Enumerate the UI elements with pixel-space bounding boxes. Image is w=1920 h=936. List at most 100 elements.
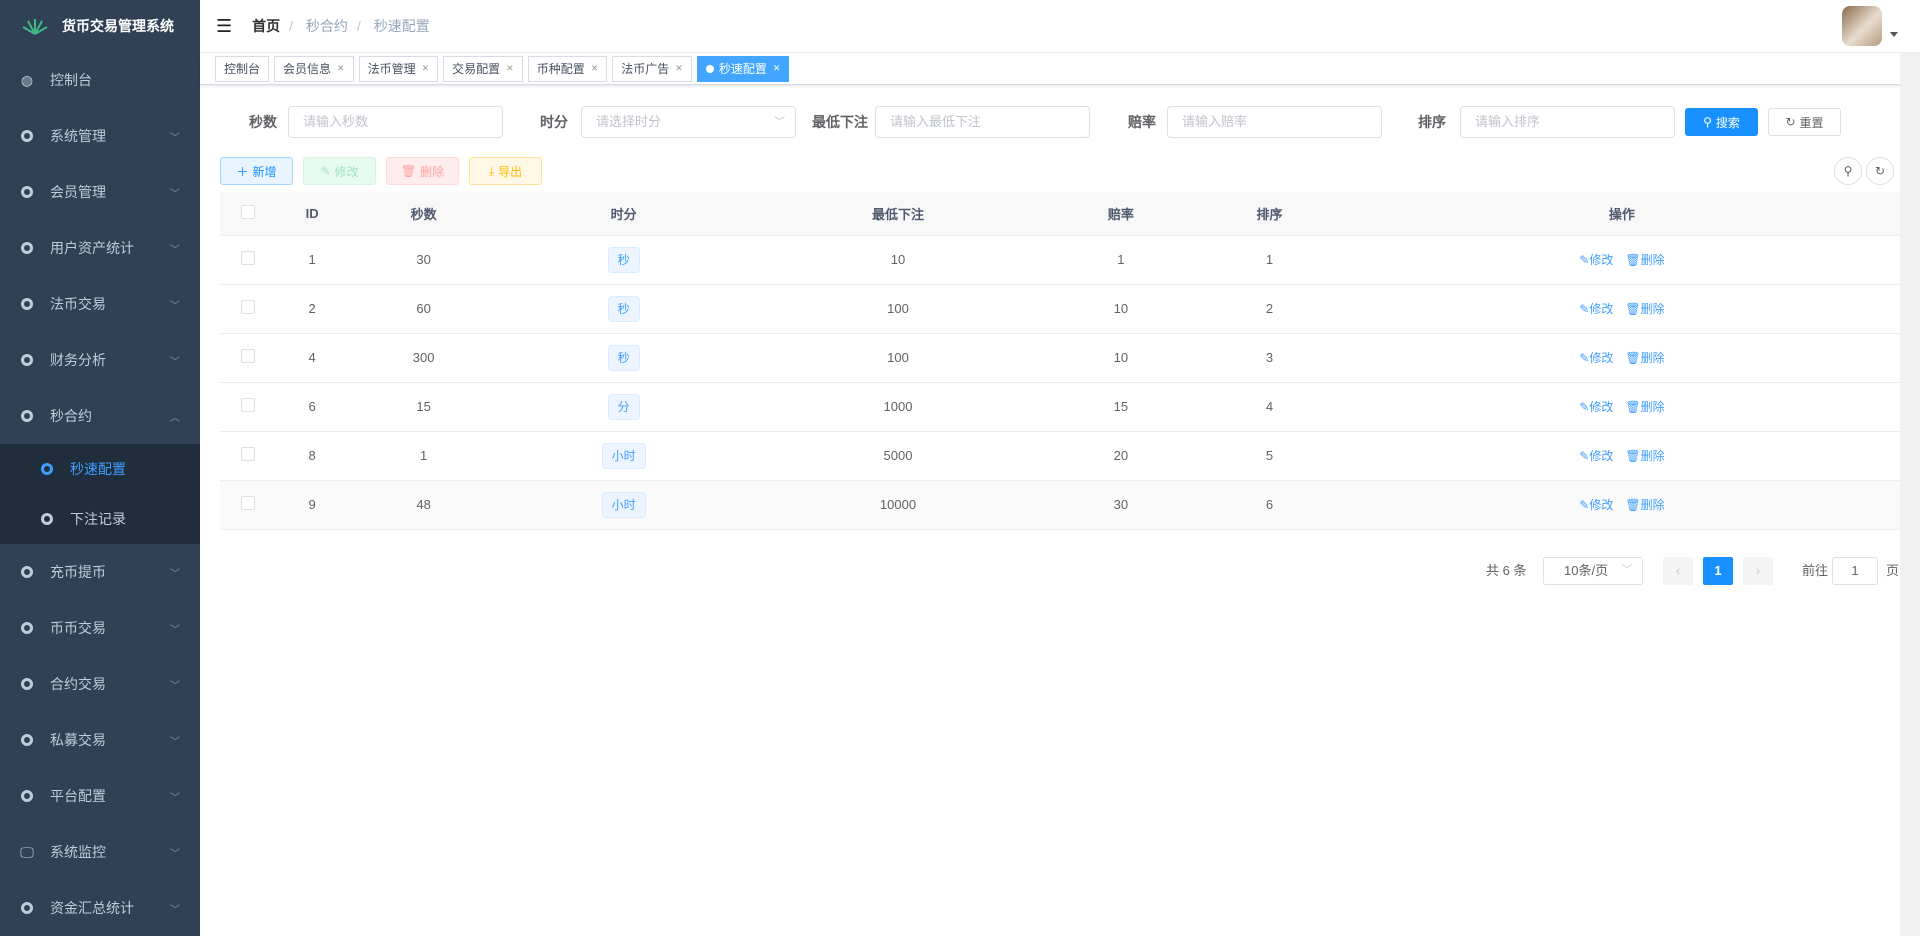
- sidebar-item[interactable]: 财务分析 ﹀: [0, 332, 200, 388]
- caret-down-icon[interactable]: [1890, 32, 1898, 37]
- select-all-checkbox[interactable]: [240, 204, 255, 219]
- sidebar-item[interactable]: 币币交易 ﹀: [0, 600, 200, 656]
- sidebar-item[interactable]: 私募交易 ﹀: [0, 712, 200, 768]
- unit-tag: 分: [607, 393, 640, 420]
- close-icon[interactable]: ✕: [590, 63, 599, 73]
- row-delete-label: 删除: [1640, 400, 1665, 414]
- row-edit-button[interactable]: ✎修改: [1579, 400, 1613, 414]
- tag-item[interactable]: 币种配置 ✕: [527, 55, 608, 82]
- scrollbar[interactable]: [1900, 53, 1920, 936]
- tag-item[interactable]: 秒速配置 ✕: [696, 55, 790, 82]
- sidebar-item[interactable]: 充币提币 ﹀: [0, 544, 200, 600]
- sidebar-item[interactable]: 秒合约 ︿: [0, 388, 200, 444]
- sidebar-item[interactable]: 系统管理 ﹀: [0, 108, 200, 164]
- breadcrumb-item: 秒合约: [305, 18, 348, 34]
- sidebar-item[interactable]: 法币交易 ﹀: [0, 276, 200, 332]
- row-checkbox[interactable]: [240, 496, 255, 510]
- tag-label: 秒速配置: [718, 62, 767, 76]
- sidebar-item[interactable]: 用户资产统计 ﹀: [0, 220, 200, 276]
- edit-button[interactable]: ✎ 修改: [303, 157, 376, 185]
- row-checkbox[interactable]: [240, 447, 255, 461]
- cell-min-bet: 100: [749, 333, 1047, 383]
- refresh-button[interactable]: ↻: [1866, 157, 1894, 185]
- row-delete-button[interactable]: 🗑删除: [1625, 449, 1664, 463]
- row-checkbox[interactable]: [240, 398, 255, 412]
- export-button[interactable]: ⤓ 导出: [469, 157, 542, 185]
- data-table: ID 秒数 时分 最低下注 赔率 排序 操作 1 30 秒 10 1 1 ✎修改…: [220, 192, 1900, 530]
- table-row: 4 300 秒 100 10 3 ✎修改 🗑删除: [220, 333, 1900, 383]
- row-edit-button[interactable]: ✎修改: [1579, 302, 1613, 316]
- sidebar-item[interactable]: 合约交易 ﹀: [0, 656, 200, 712]
- add-button[interactable]: ＋新增: [220, 157, 293, 185]
- min-bet-input[interactable]: 请输入最低下注: [875, 106, 1090, 138]
- sidebar-item[interactable]: 资金汇总统计 ﹀: [0, 880, 200, 936]
- seconds-label: 秒数: [249, 114, 277, 130]
- monitor-icon: 🖵: [20, 843, 34, 860]
- col-seconds: 秒数: [349, 192, 498, 236]
- reset-button[interactable]: ↻ 重置: [1768, 108, 1841, 136]
- row-delete-button[interactable]: 🗑删除: [1625, 302, 1664, 316]
- tag-item[interactable]: 会员信息 ✕: [274, 55, 354, 82]
- breadcrumb-home[interactable]: 首页: [252, 18, 281, 34]
- row-checkbox[interactable]: [240, 349, 255, 363]
- sort-label: 排序: [1418, 114, 1446, 130]
- unit-select[interactable]: 请选择时分 ﹀: [581, 106, 796, 138]
- goto-label: 前往: [1802, 563, 1829, 578]
- page-size-value: 10条/页: [1564, 563, 1609, 578]
- row-edit-button[interactable]: ✎修改: [1579, 449, 1613, 463]
- gear-icon: [20, 353, 34, 367]
- sidebar-subitem[interactable]: 秒速配置: [0, 444, 200, 494]
- sidebar: 货币交易管理系统 ◍ 控制台 系统管理 ﹀ 会员管理 ﹀ 用户资产统计 ﹀ 法币交易 ﹀ 财务分析 ﹀…: [0, 0, 200, 936]
- close-icon[interactable]: ✕: [772, 63, 781, 73]
- sidebar-item[interactable]: 🖵 系统监控 ﹀: [0, 824, 200, 880]
- next-page-button[interactable]: ›: [1743, 557, 1773, 585]
- edit-icon: ✎: [1579, 253, 1590, 267]
- edit-label: 修改: [334, 164, 359, 179]
- hamburger-icon[interactable]: ☰: [216, 15, 233, 36]
- trash-icon: 🗑: [1625, 449, 1641, 463]
- row-edit-label: 修改: [1589, 302, 1614, 316]
- search-button[interactable]: ⚲ 搜索: [1685, 108, 1758, 136]
- sidebar-subitem[interactable]: 下注记录: [0, 494, 200, 544]
- sidebar-item[interactable]: ◍ 控制台: [0, 52, 200, 108]
- trash-icon: 🗑: [1625, 253, 1641, 267]
- tag-item[interactable]: 交易配置 ✕: [443, 55, 523, 82]
- row-delete-button[interactable]: 🗑删除: [1625, 498, 1664, 512]
- page-size-select[interactable]: 10条/页 ﹀: [1543, 557, 1643, 585]
- gear-icon: [20, 129, 34, 143]
- chevron-down-icon: ﹀: [170, 792, 180, 804]
- avatar[interactable]: [1842, 6, 1882, 46]
- row-delete-label: 删除: [1640, 302, 1665, 316]
- goto-page-input[interactable]: 1: [1832, 557, 1878, 585]
- sidebar-item[interactable]: 平台配置 ﹀: [0, 768, 200, 824]
- gear-icon: [20, 185, 34, 199]
- sort-input[interactable]: 请输入排序: [1460, 106, 1675, 138]
- toggle-search-button[interactable]: ⚲: [1834, 157, 1862, 185]
- prev-page-button[interactable]: ‹: [1663, 557, 1693, 585]
- gear-icon: [40, 512, 54, 526]
- row-delete-button[interactable]: 🗑删除: [1625, 253, 1664, 267]
- row-delete-button[interactable]: 🗑删除: [1625, 400, 1664, 414]
- row-checkbox[interactable]: [240, 251, 255, 265]
- row-edit-button[interactable]: ✎修改: [1579, 351, 1613, 365]
- row-edit-button[interactable]: ✎修改: [1579, 498, 1613, 512]
- row-delete-button[interactable]: 🗑删除: [1625, 351, 1664, 365]
- plus-icon: ＋: [236, 164, 249, 179]
- close-icon[interactable]: ✕: [337, 63, 345, 73]
- delete-button[interactable]: 🗑 删除: [386, 157, 459, 185]
- close-icon[interactable]: ✕: [675, 63, 683, 73]
- odds-input[interactable]: 请输入赔率: [1167, 106, 1382, 138]
- sidebar-item[interactable]: 会员管理 ﹀: [0, 164, 200, 220]
- tag-item[interactable]: 法币广告 ✕: [612, 55, 692, 82]
- close-icon[interactable]: ✕: [421, 63, 430, 73]
- cell-min-bet: 10000: [749, 480, 1047, 530]
- page-1-button[interactable]: 1: [1703, 557, 1733, 585]
- chevron-down-icon: ﹀: [170, 300, 180, 312]
- tag-item[interactable]: 控制台: [215, 55, 270, 82]
- row-checkbox[interactable]: [240, 300, 255, 314]
- row-edit-label: 修改: [1589, 351, 1614, 365]
- seconds-input[interactable]: 请输入秒数: [288, 106, 503, 138]
- tag-item[interactable]: 法币管理 ✕: [358, 55, 439, 82]
- close-icon[interactable]: ✕: [506, 63, 514, 73]
- row-edit-button[interactable]: ✎修改: [1579, 253, 1613, 267]
